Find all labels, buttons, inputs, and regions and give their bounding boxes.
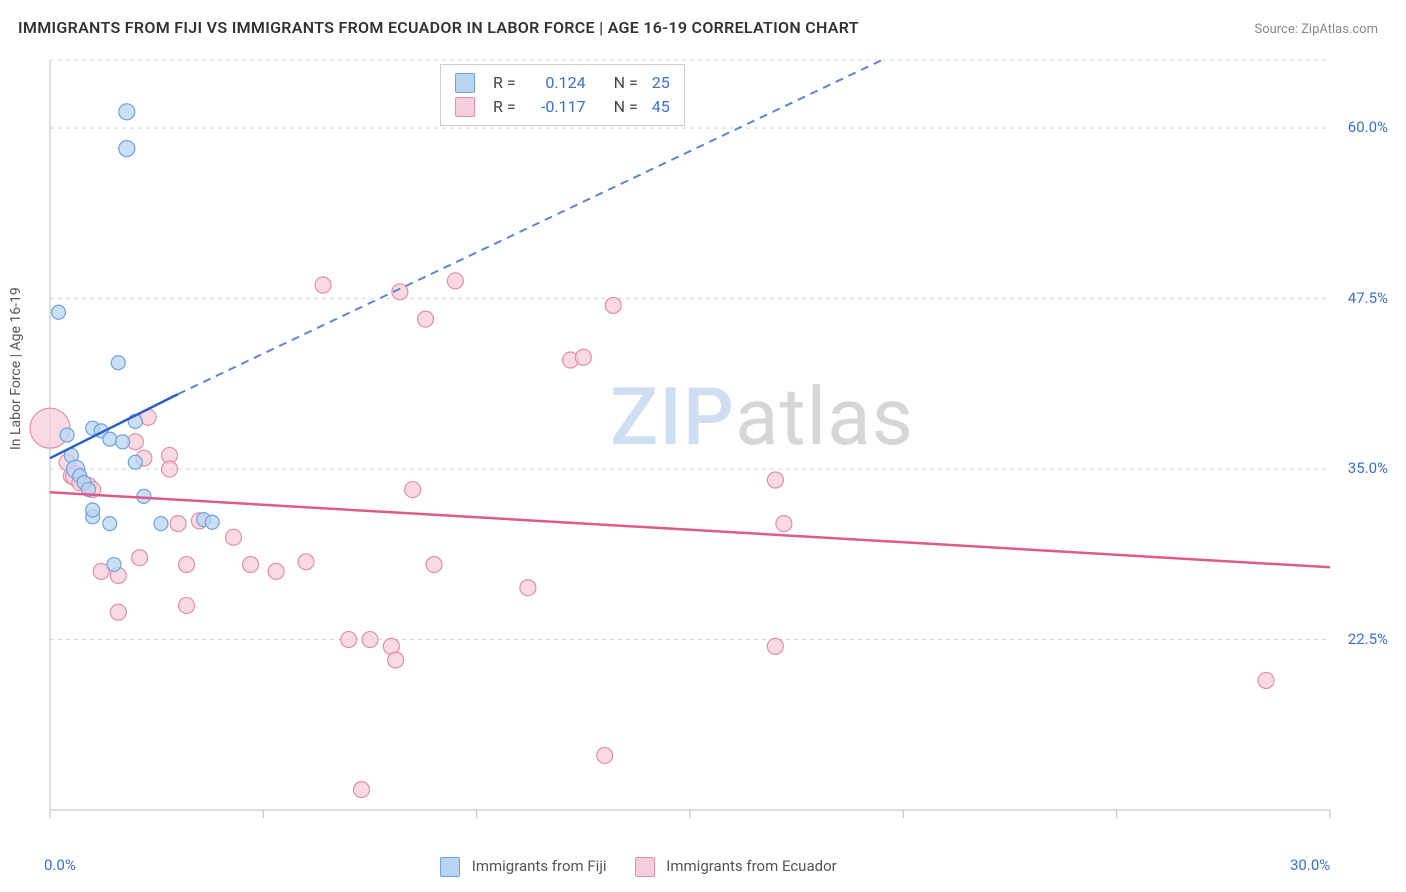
x-tick-right: 30.0%	[1290, 856, 1330, 874]
swatch-ecuador-icon	[635, 857, 655, 877]
corr-row-fiji: R = 0.124 N = 25	[455, 71, 670, 95]
y-tick-label: 35.0%	[1348, 459, 1388, 477]
y-tick-label: 60.0%	[1348, 118, 1388, 136]
x-tick-left: 0.0%	[44, 856, 76, 874]
legend-bottom: Immigrants from Fiji Immigrants from Ecu…	[440, 857, 837, 877]
legend-item-fiji: Immigrants from Fiji	[440, 857, 607, 877]
y-tick-label: 22.5%	[1348, 630, 1388, 648]
corr-row-ecuador: R = -0.117 N = 45	[455, 95, 670, 119]
swatch-ecuador	[455, 97, 475, 117]
legend-item-ecuador: Immigrants from Ecuador	[635, 857, 837, 877]
swatch-fiji-icon	[440, 857, 460, 877]
swatch-fiji	[455, 73, 475, 93]
correlation-legend: R = 0.124 N = 25 R = -0.117 N = 45	[440, 64, 685, 126]
y-tick-label: 47.5%	[1348, 289, 1388, 307]
correlation-chart	[0, 0, 1406, 892]
